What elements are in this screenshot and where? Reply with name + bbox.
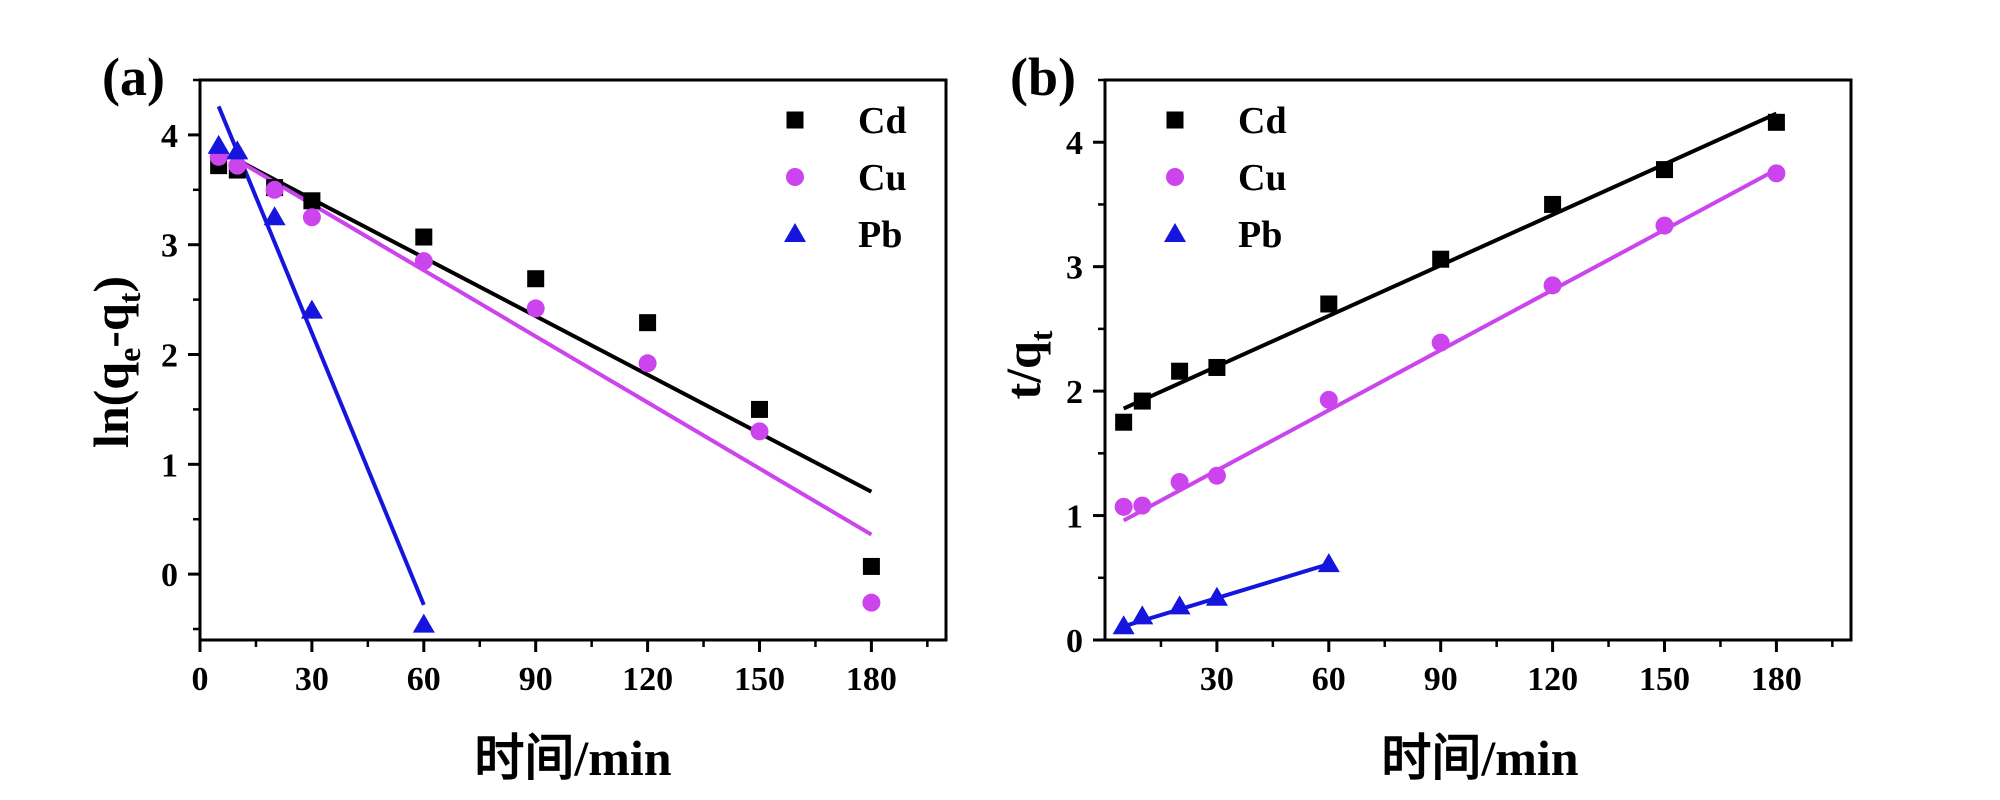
panel-a-fit-line-cu [217, 147, 873, 537]
panel-b-legend-label-cd: Cd [1238, 100, 1287, 142]
panel-b-y-tick-label: 1 [1066, 499, 1083, 536]
panel-b-point-pb [1317, 553, 1340, 573]
panel-a-point-cu [302, 208, 321, 227]
panel-b-point-cd [1208, 358, 1226, 376]
panel-b-point-cd [1171, 362, 1189, 380]
panel-b-y-axis-title: t/qt [995, 330, 1059, 399]
panel-b-x-tick-label: 150 [1639, 661, 1690, 698]
panel-b-point-cu [1207, 466, 1226, 485]
panel-a-point-cu [526, 299, 545, 318]
panel-a-y-tick-label: 2 [161, 338, 178, 375]
panel-b-x-tick-label: 90 [1424, 661, 1458, 698]
panel-b-point-cd [1133, 392, 1151, 410]
panel-a-legend-label-cd: Cd [858, 100, 907, 142]
panel-b-x-axis-title: 时间/min [1381, 730, 1578, 786]
panel-a-point-cd [862, 557, 880, 575]
panel-b-point-cu [1319, 390, 1338, 409]
panel-a-legend-marker-pb [784, 223, 806, 242]
panel-a-point-cd [751, 400, 768, 418]
panel-b-point-cu [1170, 472, 1189, 491]
panel-a-legend-marker-cd [786, 111, 804, 129]
panel-a-label: (a) [102, 47, 165, 107]
panel-a-x-axis-title: 时间/min [474, 730, 671, 786]
panel-a-plot: 0 30 60 90 120 150 180 0 1 2 3 4 Cd Cu Pb [161, 78, 948, 698]
panel-b-label: (b) [1010, 47, 1076, 107]
panel-a-fit-line-pb [216, 105, 426, 606]
panel-b-x-tick-label: 60 [1312, 661, 1346, 698]
panel-b-point-cd [1432, 250, 1450, 268]
panel-b-legend-label-cu: Cu [1238, 157, 1287, 199]
panel-b-legend-marker-cd [1166, 111, 1184, 129]
panel-a-y-tick-label: 1 [161, 447, 178, 484]
panel-b-point-cd [1656, 161, 1673, 179]
panel-a-point-cu [638, 354, 657, 373]
panel-a-point-cu [265, 180, 284, 199]
panel-a-y-tick-label: 3 [161, 228, 178, 265]
panel-b-point-cd [1320, 295, 1338, 313]
panel-a-point-cu [862, 593, 881, 612]
panel-b-x-tick-label: 30 [1200, 661, 1234, 698]
panel-a-point-cd [639, 314, 657, 332]
panel-b-point-cu [1431, 333, 1450, 352]
panel-a-axes-frame [198, 78, 948, 642]
panel-a-point-cd [303, 192, 321, 210]
panel-a-point-cd [415, 228, 433, 246]
panel-b-x-tick-label: 180 [1751, 661, 1802, 698]
panel-a-point-pb [263, 206, 286, 226]
panel-a-point-cu [750, 422, 769, 441]
panel-b-point-pb [1131, 605, 1154, 625]
panel-a-point-pb [207, 134, 230, 154]
panel-a-x-tick-label: 90 [519, 661, 553, 698]
panel-b-legend-marker-pb [1164, 223, 1186, 242]
panel-b-point-cd [1115, 413, 1133, 431]
panel-a-point-cu [228, 156, 247, 175]
panel-b-y-tick-label: 2 [1066, 374, 1083, 411]
panel-b-point-cu [1543, 276, 1562, 295]
panel-b-legend-label-pb: Pb [1238, 214, 1282, 256]
panel-b-point-cu [1133, 496, 1152, 515]
panel-a-point-cu [414, 252, 433, 271]
panel-b-fit-line-cu [1122, 167, 1778, 523]
panel-b-axes-frame [1103, 78, 1853, 642]
panel-a-legend-marker-cu [786, 168, 804, 186]
panel-a-y-tick-label: 0 [161, 557, 178, 594]
panel-b-x-tick-label: 120 [1527, 661, 1578, 698]
panel-b-y-tick-label: 0 [1066, 623, 1083, 660]
panel-a-legend-label-cu: Cu [858, 157, 907, 199]
panel-a-point-cd [527, 270, 545, 288]
panel-b-point-cu [1655, 216, 1674, 235]
panel-a-x-tick-label: 30 [295, 661, 329, 698]
panel-b-point-cd [1767, 113, 1785, 131]
panel-a-x-tick-label: 60 [407, 661, 441, 698]
panel-a-y-tick-label: 4 [161, 118, 178, 155]
panel-b-point-cu [1114, 497, 1133, 516]
panel-a-point-pb [412, 613, 435, 633]
panel-a-x-tick-label: 150 [734, 661, 785, 698]
panel-a-legend-label-pb: Pb [858, 214, 902, 256]
panel-b-point-pb [1168, 595, 1191, 615]
panel-a-point-pb [226, 140, 249, 160]
panel-a-y-axis-title: ln(qe-qt) [83, 276, 147, 448]
panel-a-x-tick-label: 0 [192, 661, 209, 698]
panel-b-legend-marker-cu [1166, 168, 1184, 186]
panel-b-fit-line-pb [1123, 562, 1330, 629]
panel-b-point-cu [1767, 164, 1786, 183]
panel-b-point-pb [1112, 615, 1135, 635]
panel-b-point-pb [1205, 586, 1228, 606]
panel-b-point-cd [1544, 195, 1562, 213]
panel-a-x-tick-label: 120 [622, 661, 673, 698]
panel-b-plot: 30 60 90 120 150 180 0 1 2 3 4 Cd Cu Pb [1066, 78, 1853, 698]
panel-a-point-pb [300, 299, 323, 319]
panel-a-x-tick-label: 180 [846, 661, 897, 698]
panel-b-y-tick-label: 3 [1066, 250, 1083, 287]
panel-b-y-tick-label: 4 [1066, 125, 1083, 162]
